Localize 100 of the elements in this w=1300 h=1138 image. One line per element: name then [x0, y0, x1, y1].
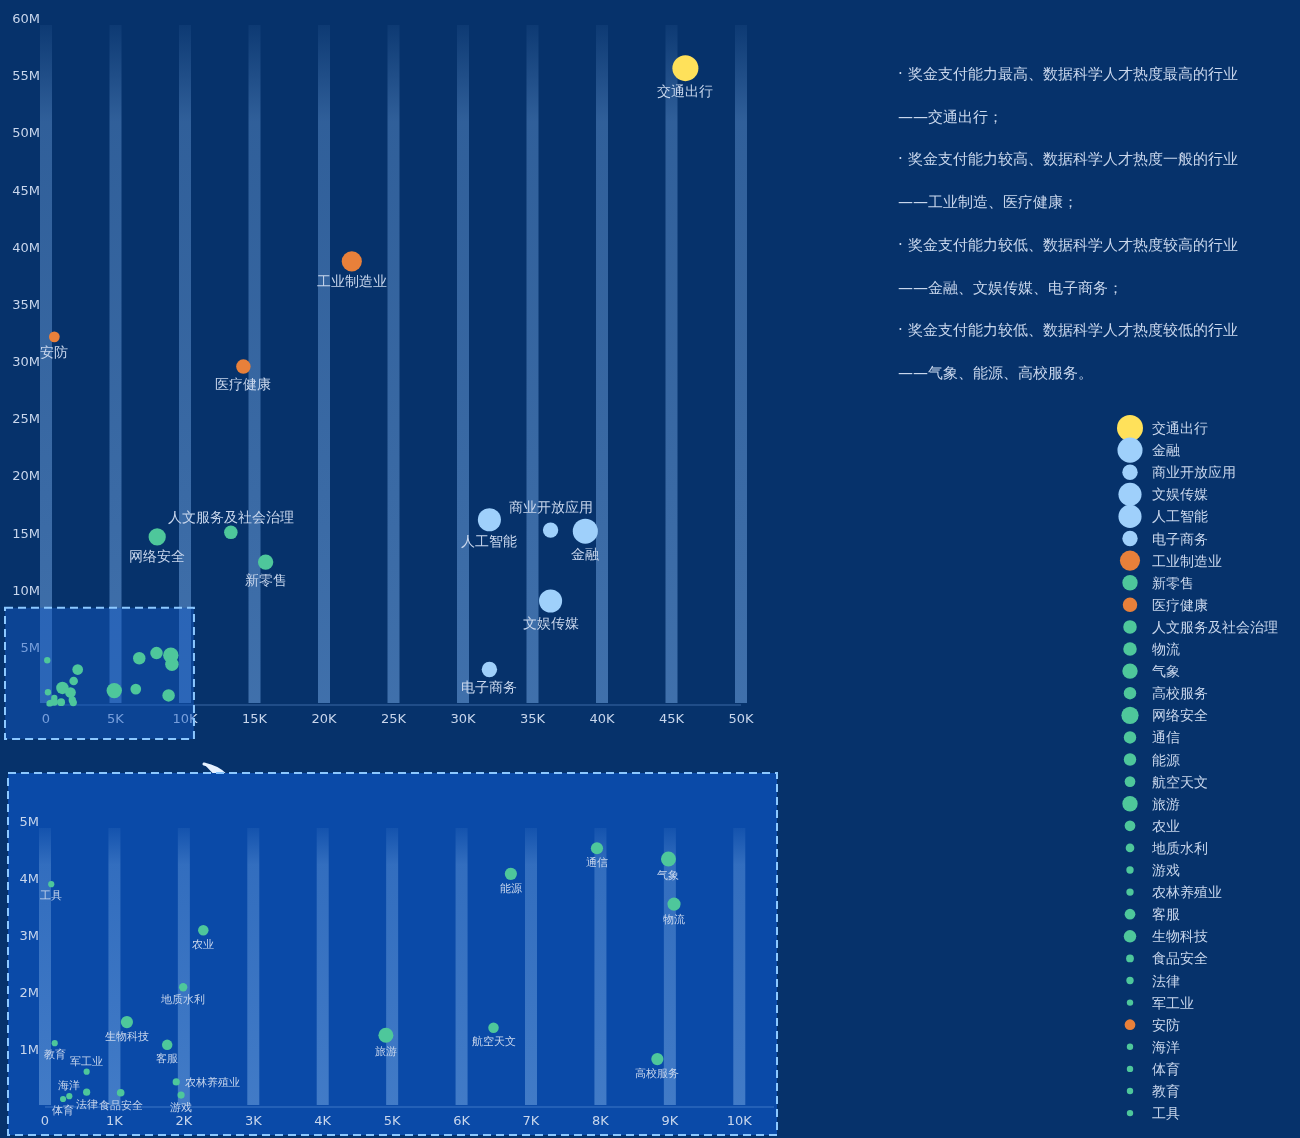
series-label: 农林养殖业 [184, 1076, 240, 1090]
series-label: 法律 [75, 1097, 98, 1111]
legend-label: 航空天文 [1152, 773, 1208, 790]
x-tick-label: 35K [519, 711, 546, 726]
legend-label: 医疗健康 [1152, 596, 1208, 613]
legend-label: 通信 [1152, 729, 1180, 746]
series-label: 军工业 [70, 1054, 104, 1068]
text: 金融 [571, 545, 600, 562]
y-tick-label: 45M [12, 182, 40, 198]
y-tick-label: 50M [12, 125, 40, 141]
x-tick-label: 7K [522, 1113, 540, 1128]
x-tick-label: 45K [658, 711, 685, 726]
legend-label: 客服 [1152, 906, 1180, 923]
legend-label: 物流 [1152, 641, 1180, 657]
legend-label: 农业 [1152, 817, 1180, 834]
legend-label: 法律 [1152, 972, 1180, 989]
legend-label: 工业制造业 [1152, 552, 1222, 569]
x-tick-label: 5K [383, 1113, 402, 1128]
text: ——金融、文娱传媒、电子商务； [898, 278, 1123, 297]
series-label: 体育 [52, 1104, 75, 1118]
text: 商业开放应用 [508, 499, 593, 516]
text: 文娱传媒 [522, 614, 579, 631]
text: ——交通出行； [898, 107, 1003, 126]
legend-label: 旅游 [1152, 795, 1180, 812]
series-label: 食品安全 [98, 1098, 143, 1112]
x-tick-label: 4K [314, 1113, 332, 1128]
series-label: 农业 [192, 937, 215, 951]
series-label: 能源 [499, 881, 522, 895]
series-label: 海洋 [58, 1079, 81, 1093]
text: 人文服务及社会治理 [167, 508, 294, 525]
y-tick-label: 40M [12, 239, 40, 255]
legend-label: 金融 [1152, 442, 1180, 459]
legend-label: 生物科技 [1152, 928, 1208, 945]
series-label: 通信 [585, 856, 608, 870]
x-tick-label: 8K [592, 1113, 610, 1128]
series-label: 高校服务 [635, 1067, 680, 1081]
legend-label: 农林养殖业 [1152, 884, 1222, 901]
text: ——工业制造、医疗健康； [898, 193, 1078, 212]
x-tick-label: 9K [661, 1113, 679, 1128]
x-tick-label: 2K [175, 1113, 193, 1128]
series-label: 客服 [156, 1052, 179, 1066]
x-tick-label: 6K [453, 1113, 471, 1128]
y-tick-label: 25M [12, 411, 40, 427]
legend-label: 地质水利 [1151, 839, 1208, 856]
y-tick-label: 5M [20, 639, 40, 655]
series-label: 物流 [663, 912, 686, 926]
text: 工业制造业 [316, 273, 387, 290]
text: ——气象、能源、高校服务。 [898, 363, 1093, 382]
series-label: 生物科技 [104, 1030, 149, 1044]
text: 电子商务 [461, 679, 518, 696]
text: · 奖金支付能力较低、数据科学人才热度较低的行业 [898, 321, 1238, 340]
x-tick-label: 10K [726, 1113, 753, 1128]
y-tick-label: 35M [12, 296, 40, 312]
y-tick-label: 10M [12, 582, 40, 598]
series-label: 旅游 [374, 1044, 397, 1058]
y-tick-label: 4M [19, 871, 39, 886]
text: · 奖金支付能力较高、数据科学人才热度一般的行业 [898, 150, 1238, 169]
text: 网络安全 [129, 547, 186, 564]
legend-label: 文娱传媒 [1152, 486, 1208, 503]
series-label: 工具 [40, 889, 63, 903]
legend-label: 交通出行 [1152, 420, 1208, 436]
legend-label: 高校服务 [1152, 685, 1208, 702]
series-label: 游戏 [170, 1100, 193, 1114]
y-tick-label: 30M [12, 354, 40, 369]
y-tick-label: 3M [19, 928, 39, 943]
x-tick-label: 40K [589, 711, 615, 726]
x-tick-label: 1K [106, 1113, 124, 1128]
x-tick-label: 20K [311, 711, 337, 726]
y-tick-label: 1M [19, 1042, 39, 1057]
legend-label: 商业开放应用 [1152, 464, 1236, 481]
x-tick-label: 0 [41, 711, 51, 726]
text: 医疗健康 [215, 375, 272, 392]
text: · 奖金支付能力较低、数据科学人才热度较高的行业 [898, 235, 1238, 254]
legend-label: 安防 [1152, 1016, 1180, 1033]
text: 安防 [40, 344, 69, 361]
text: 交通出行 [657, 83, 714, 100]
legend-label: 食品安全 [1152, 950, 1208, 967]
legend-label: 工具 [1152, 1105, 1180, 1122]
y-tick-label: 20M [12, 468, 40, 484]
text: 人工智能 [461, 533, 518, 550]
legend-label: 新零售 [1152, 574, 1194, 591]
legend-label: 体育 [1152, 1060, 1180, 1077]
legend-label: 游戏 [1152, 862, 1180, 878]
legend-label: 网络安全 [1152, 707, 1208, 724]
text: 新零售 [244, 571, 287, 588]
x-tick-label: 25K [380, 711, 407, 726]
x-tick-label: 0 [40, 1113, 50, 1128]
legend-label: 能源 [1152, 751, 1180, 768]
y-tick-label: 15M [12, 525, 40, 541]
legend-label: 人工智能 [1152, 508, 1208, 525]
y-tick-label: 60M [12, 11, 40, 26]
series-label: 地质水利 [160, 993, 206, 1007]
legend-label: 军工业 [1152, 994, 1194, 1011]
x-tick-label: 30K [450, 711, 476, 726]
x-tick-label: 3K [244, 1113, 263, 1128]
x-tick-label: 5K [107, 711, 125, 726]
text: · 奖金支付能力最高、数据科学人才热度最高的行业 [898, 65, 1238, 83]
y-tick-label: 2M [19, 985, 39, 1000]
series-label: 航空天文 [471, 1035, 516, 1049]
series-label: 气象 [657, 868, 680, 882]
